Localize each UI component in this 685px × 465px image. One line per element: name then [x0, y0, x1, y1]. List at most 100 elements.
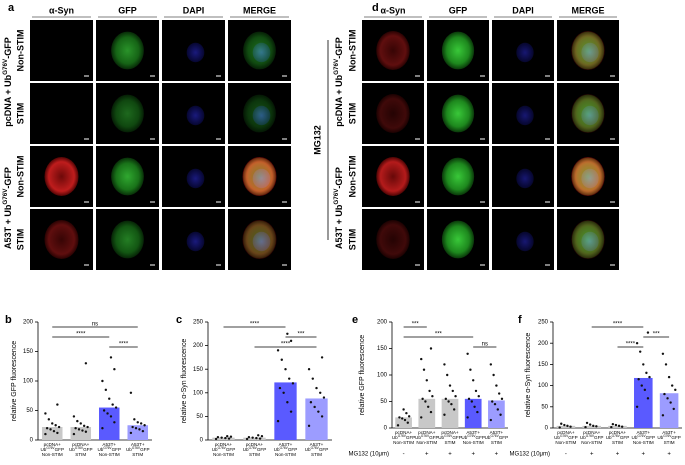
text-part: GFP	[140, 447, 149, 452]
data-point	[52, 429, 56, 433]
cell-red	[376, 30, 410, 71]
data-point	[84, 362, 88, 365]
superscript: G76V	[612, 434, 621, 438]
data-point	[425, 379, 428, 382]
data-point	[224, 436, 227, 440]
data-point	[584, 425, 587, 429]
category-condition: STIM	[445, 440, 456, 445]
cell-red	[376, 93, 410, 134]
category-construct: UbG76VGFP	[97, 446, 121, 452]
data-point	[560, 422, 563, 425]
data-point	[420, 357, 423, 361]
data-point	[452, 408, 456, 411]
bar	[98, 407, 120, 440]
y-tick-label: 150	[23, 349, 34, 355]
category-condition: STIM	[612, 440, 623, 445]
nucleus	[186, 105, 205, 126]
text-part: Ub	[126, 447, 132, 452]
data-point	[643, 388, 647, 392]
superscript: G76V	[333, 188, 340, 205]
data-point	[454, 395, 457, 398]
text-part: Ub	[40, 447, 46, 452]
text-part: GFP	[476, 435, 485, 440]
superscript: G76V	[467, 434, 476, 438]
data-point	[56, 431, 59, 435]
panel-label: d	[372, 2, 379, 14]
category-label: A53T+	[466, 430, 480, 435]
data-point	[664, 363, 668, 366]
y-tick-label: 0	[30, 438, 34, 444]
data-point	[431, 395, 434, 398]
data-point	[491, 400, 494, 403]
category-condition: Non-STIM	[581, 440, 602, 445]
category-construct: UbG76VGFP	[580, 434, 604, 440]
y-tick-label: 100	[193, 390, 204, 396]
row-label: Non-STIM	[15, 30, 25, 72]
nucleus	[516, 231, 534, 252]
data-point	[474, 389, 478, 393]
data-point	[421, 397, 424, 401]
data-point	[466, 416, 469, 419]
nucleus	[581, 105, 599, 126]
category-label: A53T+	[102, 442, 116, 447]
data-point	[585, 421, 589, 425]
text-part: GFP	[429, 435, 438, 440]
text-part: GFP	[452, 435, 461, 440]
micrograph	[30, 20, 93, 81]
y-tick-label: 50	[380, 399, 387, 405]
significance-label: ****	[626, 342, 636, 348]
bar	[556, 425, 576, 428]
data-point	[444, 397, 448, 401]
data-point	[642, 363, 645, 366]
data-point	[403, 418, 407, 422]
text-part: Ub	[461, 435, 467, 440]
y-axis-label: relative GFP fluorescence	[359, 335, 366, 416]
superscript: G76V	[75, 446, 84, 450]
category-condition: Non-STIM	[393, 440, 414, 445]
category-construct: UbG76VGFP	[415, 434, 439, 440]
y-tick-label: 100	[23, 379, 34, 385]
cell-green	[111, 31, 144, 70]
nucleus	[252, 42, 271, 63]
data-point	[57, 425, 61, 429]
data-point	[311, 377, 314, 380]
category-label: A53T+	[131, 442, 145, 447]
data-point	[284, 368, 287, 371]
cell-red	[44, 156, 79, 197]
text-part: Ub	[580, 435, 586, 440]
data-point	[667, 375, 671, 379]
y-axis-label: relative α-Syn fluorescence	[525, 333, 532, 418]
text-part: pcDNA + Ub	[334, 74, 344, 126]
data-point	[407, 415, 411, 418]
y-tick-label: 150	[377, 346, 388, 352]
text-part: Ub	[392, 435, 398, 440]
text-part: GFP	[112, 447, 121, 452]
bar	[582, 425, 601, 428]
data-point	[640, 384, 643, 387]
text-part: A53T + Ub	[3, 204, 13, 249]
column-header: α-Syn	[380, 5, 405, 15]
bar	[305, 398, 328, 440]
data-point	[82, 424, 86, 428]
treatment-value: -	[403, 452, 405, 458]
treatment-value: +	[495, 452, 499, 458]
superscript: G76V	[560, 434, 569, 438]
data-point	[113, 368, 116, 371]
data-point	[672, 407, 675, 411]
text-part: A53T + Ub	[334, 204, 344, 249]
category-label: pcDNA+	[246, 442, 264, 447]
text-part: Ub	[438, 435, 444, 440]
text-part: Ub	[212, 447, 218, 452]
cell-green	[111, 94, 144, 133]
cell-green	[441, 220, 475, 259]
nucleus	[581, 231, 599, 252]
data-point	[569, 425, 572, 428]
data-point	[72, 432, 76, 436]
data-point	[245, 437, 249, 441]
category-construct: UbG76VGFP	[126, 446, 150, 452]
cell-red	[376, 156, 410, 197]
data-point	[661, 414, 665, 417]
bar	[488, 400, 505, 428]
row-label: Non-STIM	[15, 156, 25, 198]
category-condition: Non-STIM	[555, 440, 576, 445]
